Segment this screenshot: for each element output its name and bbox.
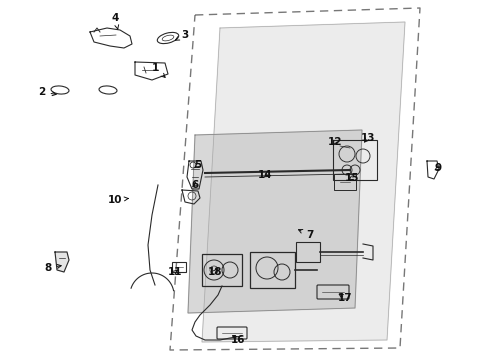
Text: 15: 15 bbox=[344, 173, 359, 183]
Text: 5: 5 bbox=[194, 160, 201, 170]
Text: 3: 3 bbox=[175, 30, 188, 40]
Text: 16: 16 bbox=[230, 335, 245, 345]
Text: 1: 1 bbox=[151, 63, 165, 77]
Text: 10: 10 bbox=[107, 195, 128, 205]
Bar bbox=[333, 174, 355, 190]
Bar bbox=[295, 242, 319, 262]
Polygon shape bbox=[202, 22, 404, 342]
Bar bbox=[202, 254, 242, 286]
Text: 17: 17 bbox=[337, 293, 351, 303]
Text: 18: 18 bbox=[207, 267, 222, 277]
Text: 6: 6 bbox=[191, 180, 198, 190]
Bar bbox=[172, 262, 185, 272]
Text: 14: 14 bbox=[257, 170, 272, 180]
Bar bbox=[332, 140, 376, 180]
Text: 9: 9 bbox=[433, 163, 441, 173]
Text: 4: 4 bbox=[111, 13, 119, 29]
Text: 11: 11 bbox=[167, 267, 182, 277]
Text: 2: 2 bbox=[38, 87, 56, 97]
Text: 7: 7 bbox=[298, 230, 313, 240]
Bar bbox=[249, 252, 294, 288]
Polygon shape bbox=[187, 130, 361, 313]
Text: 8: 8 bbox=[44, 263, 61, 273]
Text: 12: 12 bbox=[327, 137, 342, 147]
Polygon shape bbox=[55, 252, 69, 272]
Text: 13: 13 bbox=[360, 133, 374, 143]
